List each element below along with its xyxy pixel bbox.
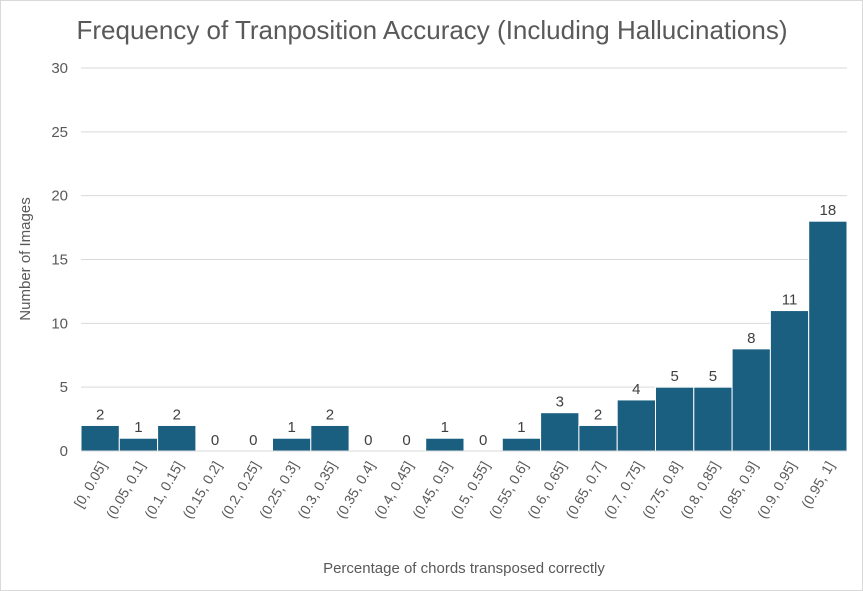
data-label: 5	[709, 368, 717, 385]
chart-title: Frequency of Tranposition Accuracy (Incl…	[76, 15, 787, 45]
data-label: 2	[326, 406, 334, 423]
bar	[157, 424, 197, 452]
x-axis-ticks: [0, 0.05](0.05, 0.1](0.1, 0.15](0.15, 0.…	[71, 458, 838, 521]
data-label: 2	[173, 406, 181, 423]
data-labels: 2 1 2 0 0 1 2 0 0 1 0 1 3 2 4 5 5 8 11 18	[96, 202, 836, 449]
x-axis-title: Percentage of chords transposed correctl…	[323, 560, 605, 577]
bar	[655, 386, 695, 452]
x-tick-label: (0.95, 1]	[798, 459, 838, 511]
data-label: 1	[134, 419, 142, 436]
data-label: 5	[670, 368, 678, 385]
y-tick-label: 0	[60, 443, 68, 460]
data-label: 0	[364, 432, 372, 449]
bar	[693, 386, 733, 452]
data-label: 11	[782, 292, 798, 309]
data-label: 0	[479, 432, 487, 449]
gridlines	[81, 67, 847, 388]
x-tick-label: (0.9, 0.95]	[754, 459, 799, 522]
y-tick-label: 10	[51, 315, 68, 332]
y-axis-ticks: 0 5 10 15 20 25 30	[51, 60, 68, 460]
bar	[118, 437, 159, 452]
data-label: 2	[594, 406, 602, 423]
bar	[310, 424, 350, 452]
data-label: 0	[249, 432, 257, 449]
data-label: 3	[556, 394, 564, 411]
bar	[425, 437, 465, 452]
y-tick-label: 5	[60, 379, 68, 396]
y-tick-label: 15	[51, 252, 68, 269]
x-tick-label: [0, 0.05]	[71, 459, 110, 511]
bar	[769, 310, 810, 452]
bars	[80, 220, 848, 452]
data-label: 2	[96, 406, 104, 423]
data-label: 4	[632, 381, 640, 398]
bar	[540, 412, 580, 452]
data-label: 18	[820, 202, 837, 219]
data-label: 1	[287, 419, 295, 436]
y-tick-label: 20	[51, 188, 68, 205]
data-label: 1	[517, 419, 525, 436]
data-label: 0	[211, 432, 219, 449]
bar	[80, 424, 120, 452]
bar	[731, 348, 771, 452]
bar	[272, 437, 312, 452]
y-tick-label: 25	[51, 124, 68, 141]
data-label: 1	[441, 419, 449, 436]
data-label: 8	[747, 330, 755, 347]
y-tick-label: 30	[51, 60, 68, 77]
bar	[808, 220, 848, 452]
bar	[578, 424, 618, 452]
y-axis-title: Number of Images	[17, 197, 34, 320]
bar	[616, 399, 657, 452]
bar	[501, 437, 542, 452]
data-label: 0	[402, 432, 410, 449]
